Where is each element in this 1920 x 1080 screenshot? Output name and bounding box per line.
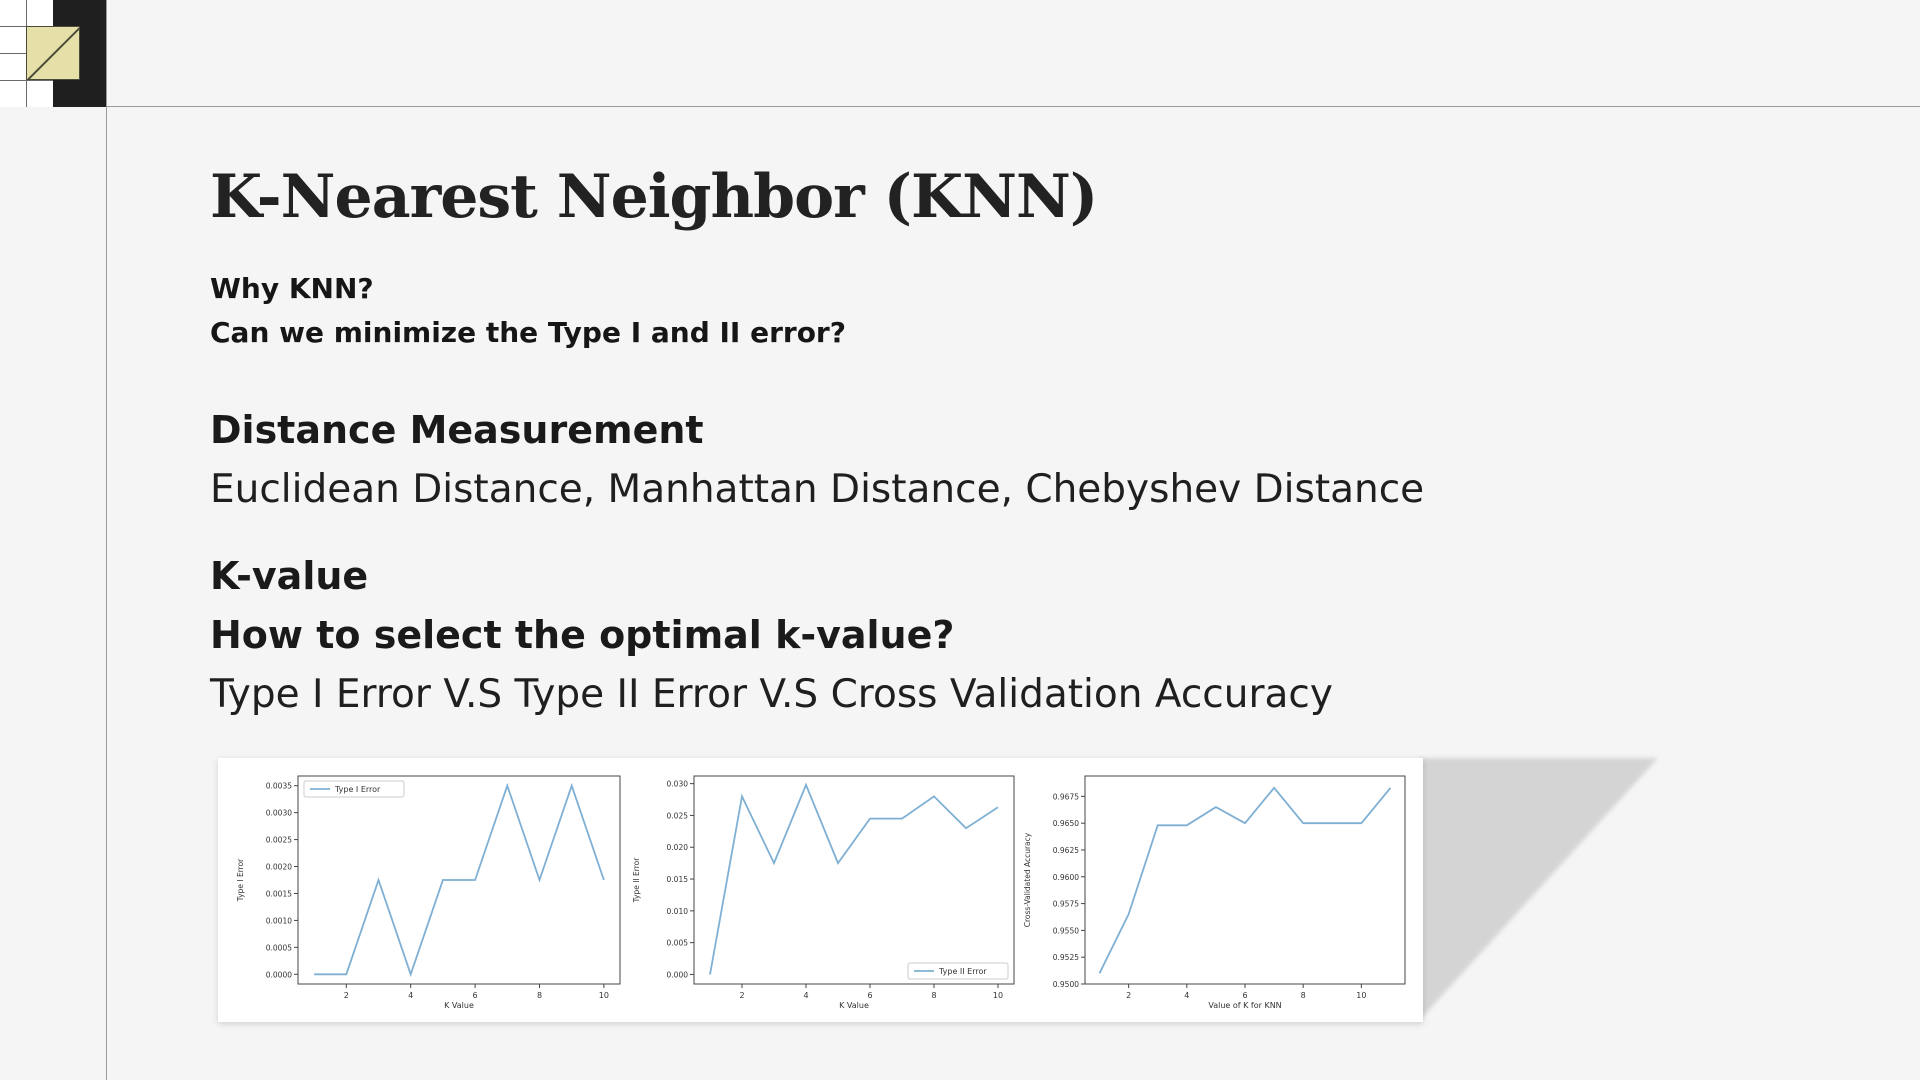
distance-text: Euclidean Distance, Manhattan Distance, … (210, 467, 1425, 512)
y-tick-label: 0.010 (667, 907, 689, 916)
error-question: Can we minimize the Type I and II error? (210, 316, 846, 349)
y-axis-label: Cross-Validated Accuracy (1023, 832, 1032, 927)
x-tick-label: 4 (803, 991, 808, 1000)
chart-2: 2 4 6 8 10 0.000 0.005 0.010 0.015 0.020 0.025 0.03… (632, 775, 1015, 1010)
logo-diagonal-square (26, 26, 80, 80)
charts-figure: 2 4 6 8 10 0.0000 0.0005 0.0010 0.0015 0.0020 0.00… (218, 758, 1660, 1022)
y-tick-label: 0.9625 (1053, 846, 1079, 855)
y-tick-label: 0.030 (667, 780, 689, 789)
y-tick-label: 0.9525 (1053, 953, 1079, 962)
y-tick-label: 0.9650 (1053, 819, 1079, 828)
y-tick-label: 0.0005 (266, 943, 292, 952)
charts-panel: 2 4 6 8 10 0.0000 0.0005 0.0010 0.0015 0.0020 0.00… (218, 758, 1423, 1022)
legend-label: Type I Error (334, 785, 381, 794)
plot-frame (1084, 775, 1406, 985)
y-tick-label: 0.0035 (266, 782, 292, 791)
chart-1: 2 4 6 8 10 0.0000 0.0005 0.0010 0.0015 0.0020 0.00… (236, 775, 621, 1010)
x-tick-label: 8 (931, 991, 936, 1000)
y-tick-label: 0.0030 (266, 809, 292, 818)
comparison-text: Type I Error V.S Type II Error V.S Cross… (210, 672, 1333, 717)
series-line (1098, 786, 1392, 974)
x-tick-label: 6 (1242, 991, 1247, 1000)
x-tick-label: 8 (537, 991, 542, 1000)
x-tick-label: 6 (867, 991, 872, 1000)
x-tick-label: 10 (1356, 991, 1366, 1000)
x-tick-label: 10 (993, 991, 1003, 1000)
legend-label: Type II Error (938, 967, 987, 976)
why-knn-question: Why KNN? (210, 272, 374, 305)
left-divider (106, 0, 107, 1080)
x-tick-label: 2 (1126, 991, 1131, 1000)
y-tick-label: 0.025 (667, 811, 689, 820)
x-tick-label: 4 (408, 991, 413, 1000)
y-tick-label: 0.0000 (266, 970, 292, 979)
logo (0, 0, 107, 107)
legend-box (907, 962, 1009, 980)
y-tick-label: 0.015 (667, 875, 689, 884)
top-divider (107, 106, 1920, 107)
page-curl-shadow (1418, 758, 1658, 1022)
x-tick-label: 2 (739, 991, 744, 1000)
x-axis-label: K Value (444, 1001, 474, 1010)
y-tick-label: 0.0010 (266, 916, 292, 925)
y-tick-label: 0.9550 (1053, 926, 1079, 935)
y-axis-label: Type II Error (632, 857, 641, 904)
plot-frame (693, 775, 1015, 985)
y-tick-label: 0.9575 (1053, 900, 1079, 909)
chart-3: 2 4 6 8 10 0.9500 0.9525 0.9550 0.9575 0.9600 0.96… (1023, 775, 1406, 1010)
k-value-question: How to select the optimal k-value? (210, 613, 955, 657)
y-tick-label: 0.0025 (266, 836, 292, 845)
x-tick-label: 2 (344, 991, 349, 1000)
y-tick-label: 0.9675 (1053, 792, 1079, 801)
legend-box (303, 780, 405, 798)
x-tick-label: 6 (473, 991, 478, 1000)
k-value-heading: K-value (210, 554, 369, 598)
distance-heading: Distance Measurement (210, 408, 704, 452)
x-tick-label: 10 (599, 991, 609, 1000)
y-tick-label: 0.9500 (1053, 980, 1079, 989)
series-line (314, 782, 605, 978)
series-line (709, 782, 999, 975)
x-tick-label: 8 (1301, 991, 1306, 1000)
x-axis-label: K Value (839, 1001, 869, 1010)
y-axis-label: Type I Error (236, 858, 245, 902)
x-axis-label: Value of K for KNN (1208, 1001, 1281, 1010)
x-tick-label: 4 (1184, 991, 1189, 1000)
charts-svg: 2 4 6 8 10 0.0000 0.0005 0.0010 0.0015 0.0020 0.00… (236, 775, 1406, 1010)
y-tick-label: 0.0020 (266, 863, 292, 872)
y-tick-label: 0.020 (667, 843, 689, 852)
y-tick-label: 0.000 (667, 970, 689, 979)
y-tick-label: 0.005 (667, 939, 689, 948)
slide-title: K-Nearest Neighbor (KNN) (210, 162, 1098, 232)
y-tick-label: 0.0015 (266, 889, 292, 898)
y-tick-label: 0.9600 (1053, 873, 1079, 882)
